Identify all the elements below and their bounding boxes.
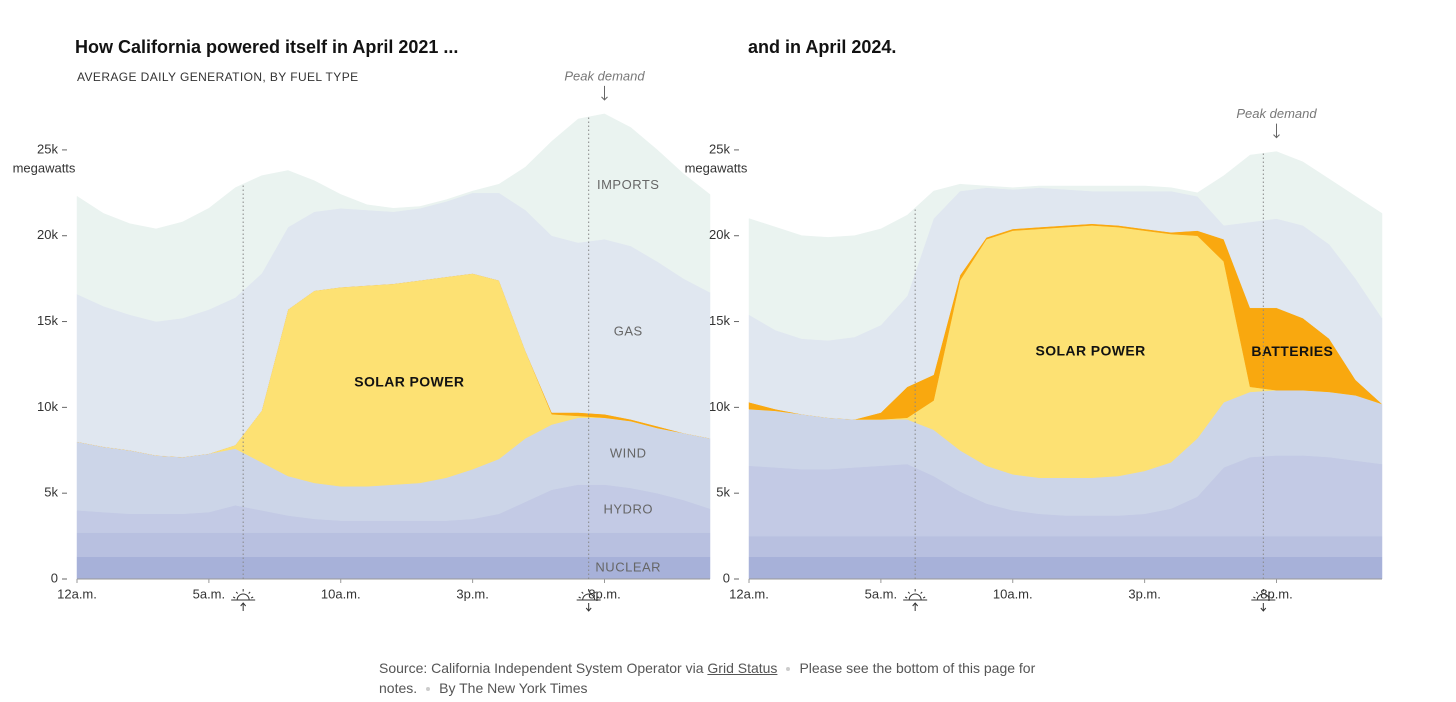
chart-title: and in April 2024. — [748, 37, 896, 57]
series-label: IMPORTS — [597, 177, 660, 192]
sun — [908, 593, 922, 601]
area — [748, 151, 1383, 341]
arrow-head — [1260, 607, 1267, 612]
x-tick-label: 8p.m. — [588, 586, 621, 601]
y-tick-label: 10k — [37, 399, 58, 414]
ray — [1255, 591, 1259, 594]
y-tick-label: 0 — [723, 570, 730, 585]
ray — [248, 591, 251, 594]
ray — [907, 591, 911, 594]
arrow-head — [601, 96, 608, 101]
ray — [596, 596, 599, 599]
charts: How California powered itself in April 2… — [13, 37, 1383, 612]
ray — [1268, 591, 1271, 594]
series-label: SOLAR POWER — [354, 373, 464, 389]
source-text: Source: California Independent System Op… — [379, 660, 704, 676]
y-tick-label: 0 — [51, 570, 58, 585]
ray — [581, 591, 584, 594]
separator — [786, 667, 791, 672]
sun — [582, 593, 596, 601]
y-tick-label: 25k — [37, 141, 58, 156]
arrow-head — [912, 602, 919, 607]
y-tick-label: 5k — [44, 485, 58, 500]
notes: Please see the bottom of this page for n… — [379, 660, 1036, 696]
source-link[interactable]: Grid Status — [707, 660, 778, 676]
byline: By The New York Times — [439, 680, 588, 696]
x-tick-label: 12a.m. — [729, 586, 769, 601]
ray — [1253, 596, 1256, 599]
ray — [1271, 596, 1274, 599]
x-tick-label: 5a.m. — [193, 586, 226, 601]
source-note: Source: California Independent System Op… — [379, 658, 1039, 698]
sunrise-icon — [903, 589, 928, 611]
y-axis-label: megawatts — [685, 160, 748, 175]
y-tick-label: 15k — [709, 313, 730, 328]
chart-title: How California powered itself in April 2… — [75, 37, 458, 57]
y-tick-label: 20k — [37, 227, 58, 242]
y-tick-label: 15k — [37, 313, 58, 328]
area — [748, 556, 1383, 580]
chart-subtitle: AVERAGE DAILY GENERATION, BY FUEL TYPE — [77, 70, 359, 84]
series-label: WIND — [610, 446, 647, 461]
y-tick-label: 10k — [709, 399, 730, 414]
annotation-arrow — [601, 85, 608, 101]
annotation: Peak demand — [564, 68, 645, 83]
ray — [922, 596, 926, 599]
annotation: Peak demand — [1236, 106, 1317, 121]
x-tick-label: 3p.m. — [456, 586, 489, 601]
ray — [232, 596, 236, 599]
y-axis-label: megawatts — [13, 160, 76, 175]
series-label: BATTERIES — [1251, 343, 1333, 359]
area — [748, 535, 1383, 557]
area — [76, 532, 711, 557]
series-label: SOLAR POWER — [1035, 342, 1145, 358]
series-label: NUCLEAR — [595, 559, 661, 574]
sunset-icon — [1251, 589, 1276, 612]
ray — [578, 596, 581, 599]
y-tick-label: 5k — [716, 485, 730, 500]
arrow-head — [1273, 134, 1280, 139]
series-label: HYDRO — [604, 502, 653, 517]
x-tick-label: 5a.m. — [865, 586, 898, 601]
ray — [904, 596, 908, 599]
x-tick-label: 3p.m. — [1128, 586, 1161, 601]
y-tick-label: 20k — [709, 227, 730, 242]
sun — [1256, 593, 1270, 601]
sun — [236, 593, 250, 601]
sunset-icon — [576, 589, 601, 612]
arrow-head — [585, 607, 592, 612]
series-label: GAS — [614, 324, 643, 339]
ray — [593, 591, 597, 594]
separator — [426, 687, 431, 692]
arrow-head — [240, 602, 247, 607]
x-tick-label: 12a.m. — [57, 586, 97, 601]
ray — [235, 591, 239, 594]
x-tick-label: 10a.m. — [321, 586, 361, 601]
x-tick-label: 10a.m. — [993, 586, 1033, 601]
area — [76, 113, 711, 322]
ray — [920, 591, 923, 594]
ray — [250, 596, 254, 599]
annotation-arrow — [1273, 123, 1280, 139]
sunrise-icon — [231, 589, 256, 611]
y-tick-label: 25k — [709, 141, 730, 156]
